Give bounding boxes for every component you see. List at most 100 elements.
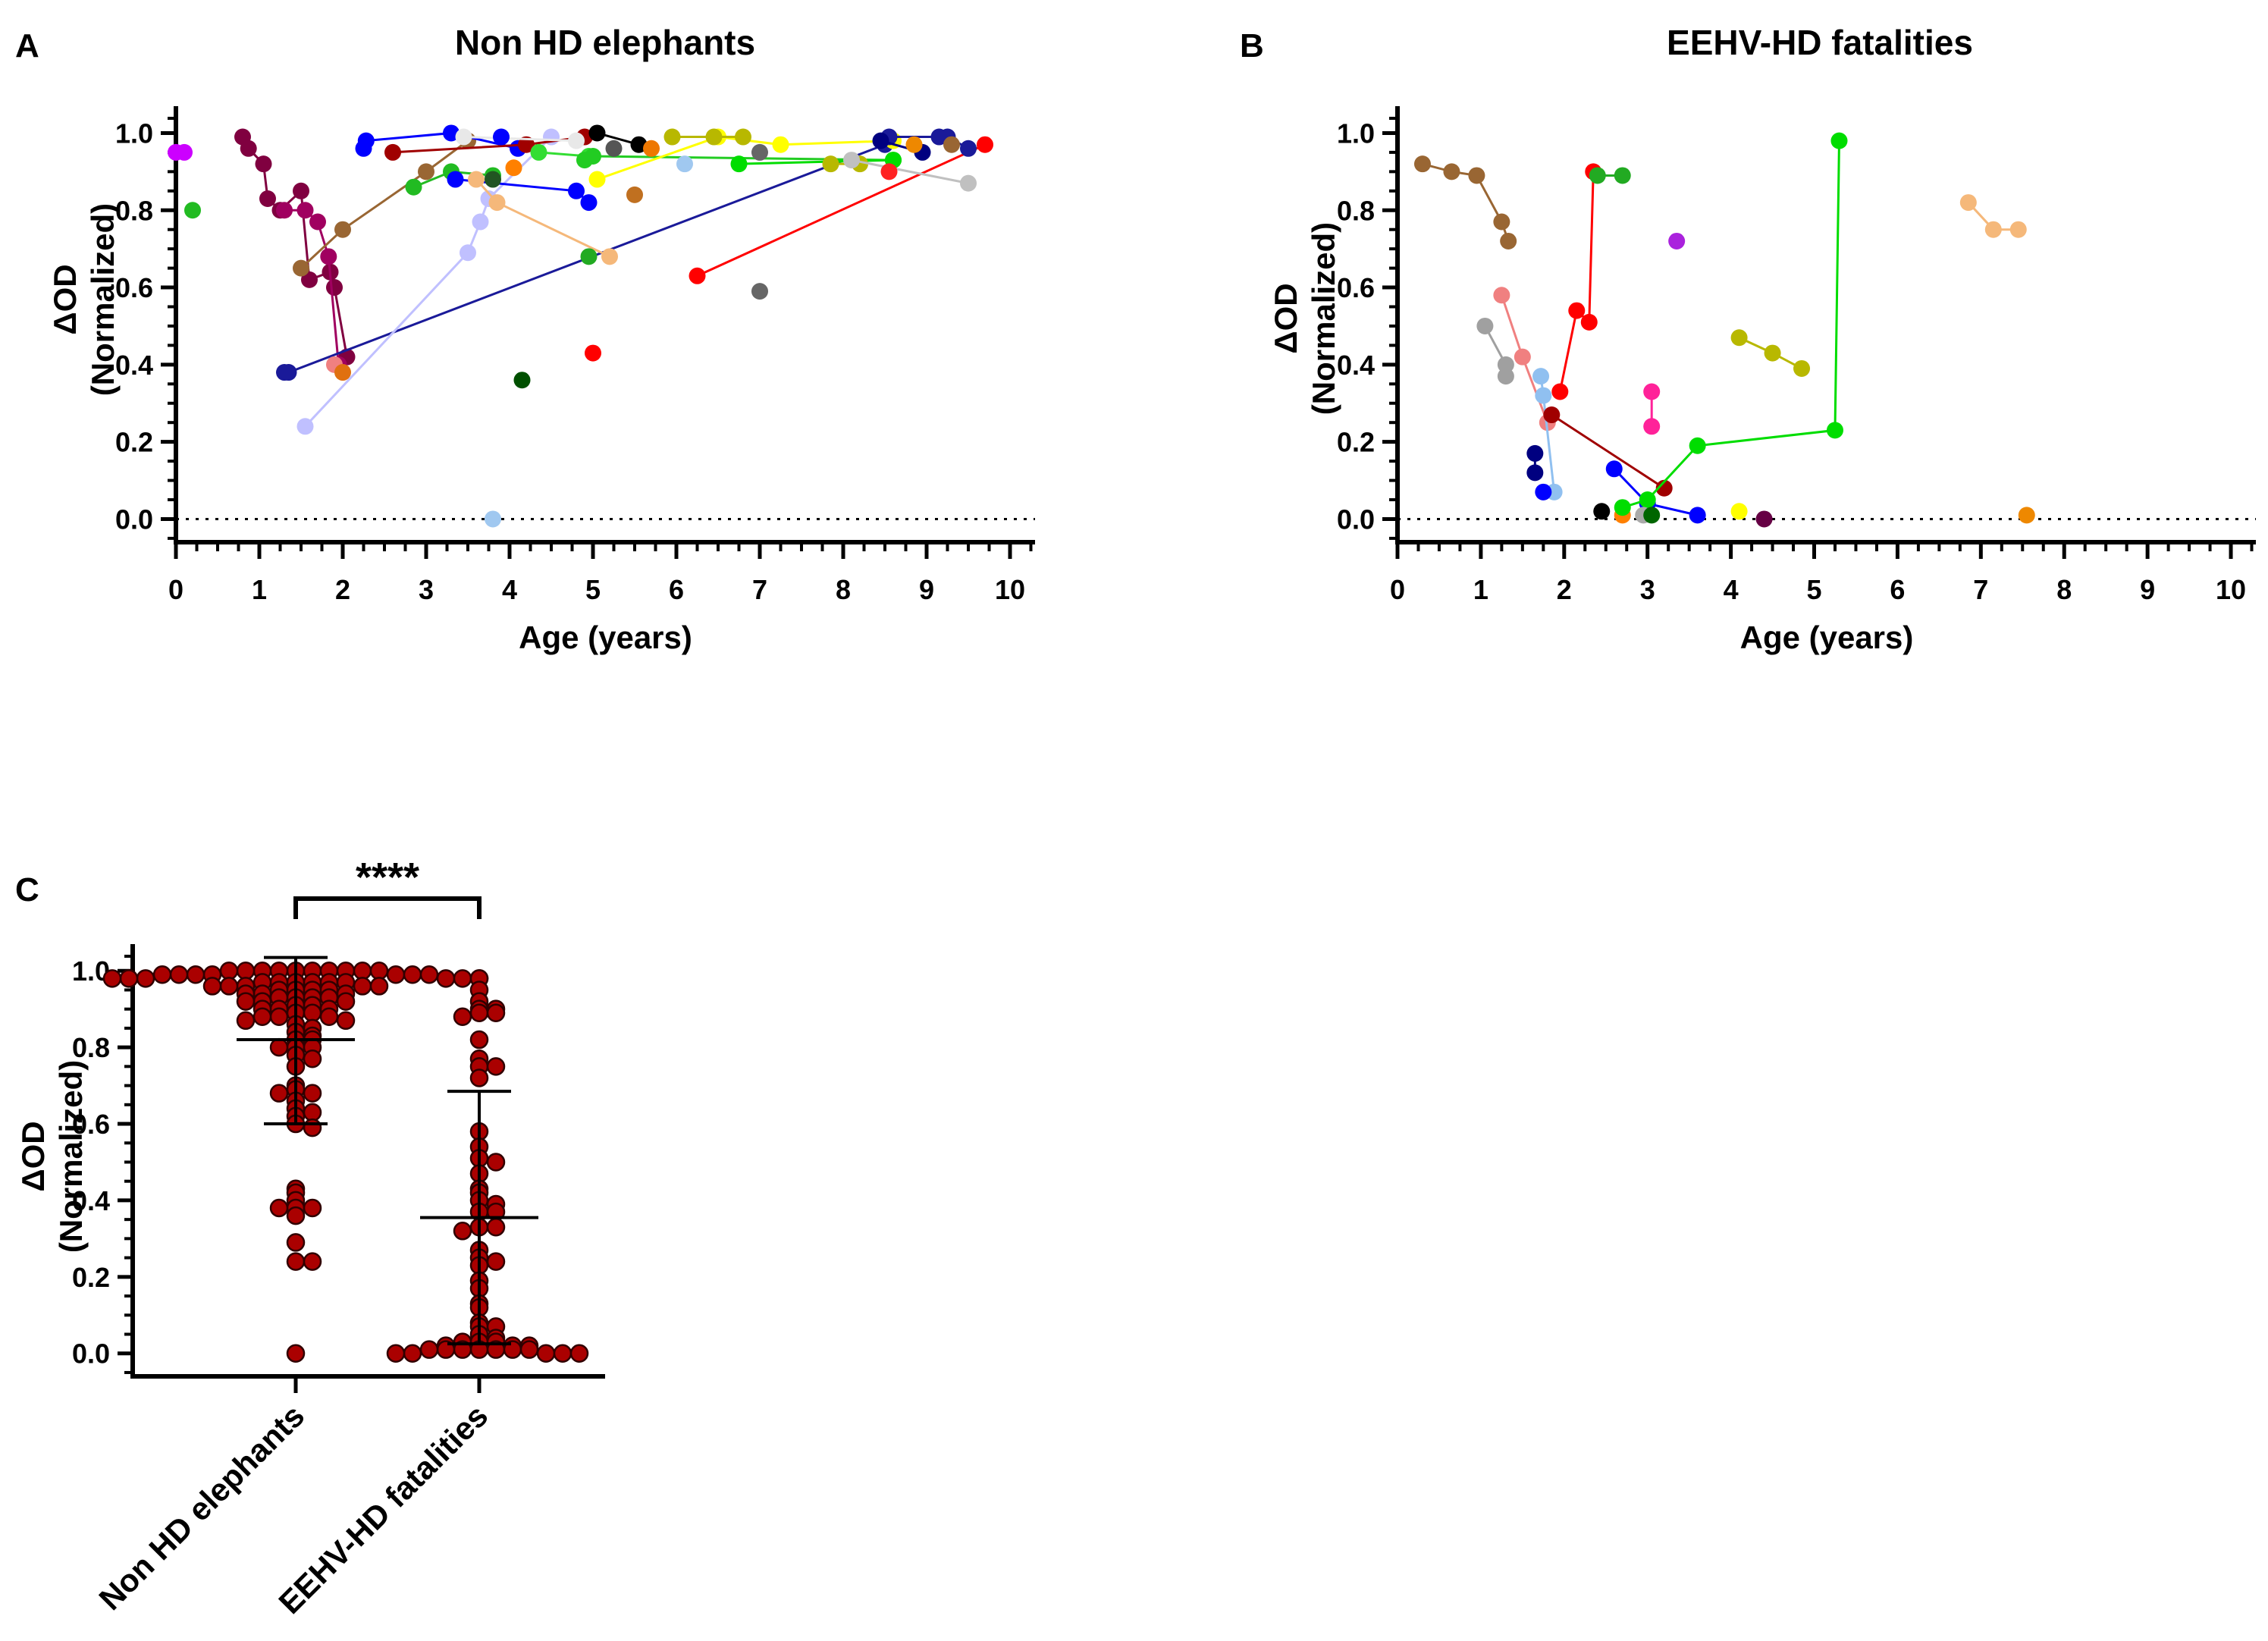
panel-b-data-point bbox=[1535, 387, 1552, 404]
panel-a-y-tick-label: 0.8 bbox=[115, 195, 153, 226]
panel-a-data-point bbox=[751, 143, 768, 161]
panel-a-data-point bbox=[905, 136, 923, 153]
panel-a-data-point bbox=[601, 248, 618, 265]
panel-c-data-point bbox=[386, 965, 406, 984]
panel-c-data-point bbox=[319, 1007, 339, 1027]
panel-b-series-line bbox=[1558, 171, 1595, 392]
panel-c-y-tick-label: 0.8 bbox=[72, 1032, 110, 1063]
panel-a-y-label-line2: (Normalized) bbox=[85, 203, 121, 396]
panel-a-x-tick-label: 4 bbox=[502, 574, 517, 605]
panel-b-x-label: Age (years) bbox=[1740, 620, 1914, 655]
panel-a-data-point bbox=[751, 283, 768, 300]
panel-c-data-point bbox=[269, 1037, 289, 1057]
panel-a-x-tick-label: 5 bbox=[585, 574, 601, 605]
panel-b-data-point bbox=[1551, 383, 1569, 400]
panel-c-significance-label: **** bbox=[356, 855, 419, 900]
panel-b-data-point bbox=[1730, 329, 1748, 347]
panel-c-data-point bbox=[286, 1344, 306, 1363]
panel-a-data-point bbox=[643, 140, 660, 157]
panel-a-data-point bbox=[488, 194, 506, 212]
panel-a-data-point bbox=[276, 202, 293, 219]
panel-c-data-point bbox=[186, 965, 205, 984]
panel-c-data-point bbox=[269, 1198, 289, 1218]
panel-a-data-point bbox=[530, 143, 547, 161]
panel-a-data-point bbox=[977, 136, 993, 153]
panel-c-data-point bbox=[419, 965, 439, 984]
panel-c-data-point bbox=[369, 961, 389, 981]
panel-b-y-tick-label: 0.6 bbox=[1337, 272, 1375, 303]
panel-b-data-point bbox=[1589, 167, 1606, 184]
panel-a-data-point bbox=[663, 128, 681, 146]
panel-a-data-point bbox=[505, 159, 522, 177]
panel-c-data-point bbox=[136, 969, 155, 988]
panel-c-data-point bbox=[569, 1344, 589, 1363]
panel-c-data-point bbox=[169, 965, 189, 984]
panel-a-data-point bbox=[280, 364, 297, 381]
panel-b-data-point bbox=[1730, 503, 1748, 520]
panel-a-data-point bbox=[334, 221, 351, 238]
panel-c-data-point bbox=[269, 1084, 289, 1103]
panel-b-x-tick-label: 0 bbox=[1390, 574, 1405, 605]
panel-a-data-point bbox=[493, 128, 510, 146]
panel-c-category-label: Non HD elephants bbox=[92, 1398, 311, 1617]
panel-a-y-label-line1: ΔOD bbox=[47, 264, 83, 334]
panel-b-data-point bbox=[1535, 483, 1552, 500]
panel-c-y-label-line2: (Normalized) bbox=[53, 1060, 89, 1253]
panel-b-x-tick-label: 5 bbox=[1806, 574, 1821, 605]
panel-a-data-point bbox=[705, 128, 723, 146]
panel-b-y-tick-label: 0.4 bbox=[1337, 350, 1375, 381]
panel-b-y-tick-label: 0.8 bbox=[1337, 195, 1375, 226]
panel-a-x-tick-label: 2 bbox=[335, 574, 350, 605]
panel-c-y-tick-label: 0.6 bbox=[72, 1109, 110, 1140]
panel-a-data-point bbox=[296, 202, 314, 219]
panel-b-data-point bbox=[1668, 232, 1686, 249]
panel-b-title: EEHV-HD fatalities bbox=[1667, 23, 1973, 62]
panel-a-data-point bbox=[301, 271, 318, 288]
panel-b-data-point bbox=[1643, 507, 1661, 524]
panel-a-x-tick-label: 1 bbox=[252, 574, 267, 605]
panel-a-data-point bbox=[843, 152, 860, 169]
panel-a-data-point bbox=[588, 171, 606, 188]
panel-b-series-line bbox=[1551, 413, 1665, 489]
panel-a-y-tick-label: 0.2 bbox=[115, 427, 153, 458]
panel-b-data-point bbox=[1500, 232, 1517, 249]
panel-c-y-tick-label: 0.4 bbox=[72, 1185, 110, 1216]
panel-b-x-tick-label: 8 bbox=[2056, 574, 2072, 605]
panel-b-x-tick-label: 6 bbox=[1890, 574, 1905, 605]
panel-a-data-point bbox=[943, 136, 960, 153]
panel-c-y-tick-label: 0.2 bbox=[72, 1262, 110, 1293]
panel-a-data-point bbox=[485, 510, 501, 528]
panel-a-data-point bbox=[513, 372, 531, 389]
panel-a-data-point bbox=[960, 174, 977, 192]
panel-b-data-point bbox=[1984, 221, 2002, 238]
panel-a-y-tick-label: 1.0 bbox=[115, 118, 153, 149]
panel-a-data-point bbox=[626, 186, 643, 203]
panel-b-x-tick-label: 2 bbox=[1557, 574, 1572, 605]
panel-c-data-point bbox=[303, 1050, 322, 1068]
panel-b-data-point bbox=[1830, 132, 1848, 149]
panel-b-data-point bbox=[1468, 167, 1485, 184]
panel-b-series-line bbox=[1422, 162, 1510, 242]
panel-c-data-point bbox=[303, 1103, 322, 1122]
panel-c-data-point bbox=[486, 1153, 506, 1172]
panel-a-data-point bbox=[872, 132, 889, 149]
panel-c-data-point bbox=[469, 1068, 489, 1087]
panel-c-y-label-line1: ΔOD bbox=[15, 1121, 51, 1191]
panel-a-x-tick-label: 9 bbox=[919, 574, 934, 605]
panel-b-y-label-line1: ΔOD bbox=[1268, 283, 1303, 353]
panel-c-data-point bbox=[236, 961, 256, 981]
panel-b-data-point bbox=[1655, 479, 1673, 497]
panel-a-data-point bbox=[384, 143, 401, 161]
panel-b-x-tick-label: 3 bbox=[1640, 574, 1655, 605]
panel-c-data-point bbox=[336, 1011, 356, 1031]
panel-c-data-point bbox=[236, 1011, 256, 1031]
panel-b-data-point bbox=[1543, 406, 1561, 424]
panel-a-data-point bbox=[320, 248, 337, 265]
panel-a-data-point bbox=[418, 163, 434, 180]
panel-a-data-point bbox=[296, 418, 314, 435]
panel-b-y-tick-label: 0.0 bbox=[1337, 504, 1375, 535]
panel-c-data-point bbox=[119, 969, 139, 988]
panel-a-x-tick-label: 6 bbox=[669, 574, 684, 605]
panel-a-data-point bbox=[880, 163, 898, 180]
panel-c-data-point bbox=[336, 992, 356, 1011]
